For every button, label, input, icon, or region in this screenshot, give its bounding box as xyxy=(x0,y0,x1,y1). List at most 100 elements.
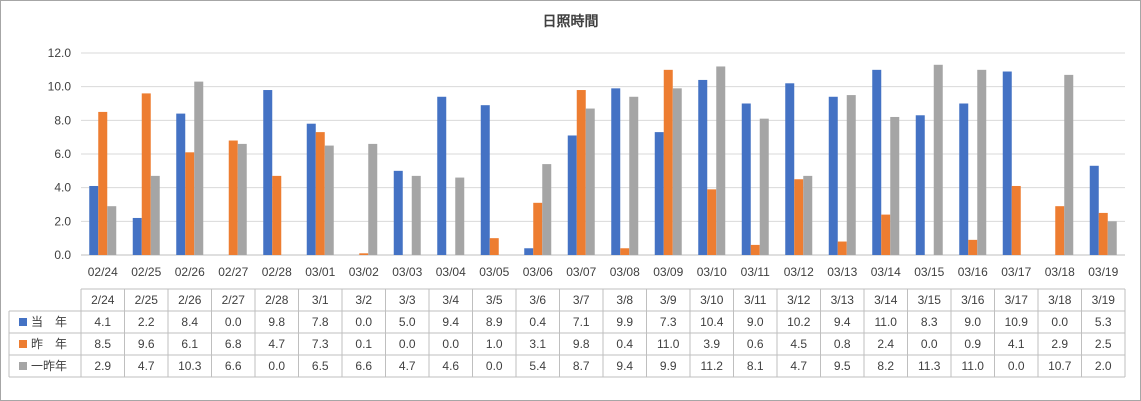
bar xyxy=(324,145,334,255)
y-tick-label: 10.0 xyxy=(48,80,72,94)
table-value-cell: 0.0 xyxy=(921,337,938,351)
bar xyxy=(393,170,403,255)
table-header-cell: 3/6 xyxy=(529,293,546,307)
bar xyxy=(567,135,577,255)
legend-key xyxy=(19,340,27,348)
bar xyxy=(107,206,117,255)
table-header-cell: 3/17 xyxy=(1005,293,1029,307)
table-value-cell: 11.2 xyxy=(701,359,724,373)
y-tick-label: 2.0 xyxy=(54,214,71,228)
bar xyxy=(663,69,673,255)
table-value-cell: 9.6 xyxy=(138,337,155,351)
bar xyxy=(1055,206,1065,255)
x-tick-label: 03/08 xyxy=(610,265,640,279)
bar xyxy=(533,202,543,255)
table-value-cell: 4.6 xyxy=(442,359,459,373)
table-value-cell: 6.1 xyxy=(181,337,198,351)
x-tick-label: 03/10 xyxy=(697,265,727,279)
table-header-cell: 3/2 xyxy=(355,293,372,307)
bar xyxy=(480,105,490,255)
bar xyxy=(411,175,421,255)
table-value-cell: 0.0 xyxy=(225,315,242,329)
table-header-cell: 3/5 xyxy=(486,293,503,307)
bar xyxy=(437,96,447,256)
table-value-cell: 0.0 xyxy=(399,337,416,351)
table-value-cell: 8.9 xyxy=(486,315,503,329)
bar xyxy=(846,95,856,255)
table-header-cell: 3/4 xyxy=(442,293,459,307)
table-value-cell: 0.9 xyxy=(964,337,981,351)
bar xyxy=(629,96,639,256)
table-value-cell: 4.7 xyxy=(399,359,416,373)
bar xyxy=(611,88,621,255)
x-tick-label: 03/04 xyxy=(436,265,466,279)
legend-label: 当 年 xyxy=(31,315,67,329)
x-tick-label: 02/26 xyxy=(175,265,205,279)
bar xyxy=(228,140,238,255)
table-header-cell: 3/7 xyxy=(573,293,590,307)
table-value-cell: 0.4 xyxy=(529,315,546,329)
x-tick-label: 03/18 xyxy=(1045,265,1075,279)
bar xyxy=(837,241,847,255)
table-header-cell: 2/25 xyxy=(135,293,159,307)
bar xyxy=(1107,221,1117,255)
table-header-cell: 3/1 xyxy=(312,293,329,307)
x-tick-label: 02/25 xyxy=(131,265,161,279)
table-header-cell: 2/28 xyxy=(265,293,289,307)
table-value-cell: 2.4 xyxy=(877,337,894,351)
x-tick-label: 03/19 xyxy=(1088,265,1118,279)
table-value-cell: 0.0 xyxy=(1051,315,1068,329)
bar xyxy=(785,83,795,255)
table-value-cell: 2.0 xyxy=(1095,359,1112,373)
table-value-cell: 2.5 xyxy=(1095,337,1112,351)
table-header-cell: 2/27 xyxy=(222,293,246,307)
bar xyxy=(707,189,717,255)
table-value-cell: 9.4 xyxy=(616,359,633,373)
legend-key xyxy=(19,362,27,370)
table-value-cell: 10.4 xyxy=(700,315,724,329)
bar xyxy=(1064,74,1074,255)
table-value-cell: 8.2 xyxy=(877,359,894,373)
table-header-cell: 3/14 xyxy=(874,293,898,307)
table-value-cell: 5.4 xyxy=(529,359,546,373)
table-value-cell: 6.8 xyxy=(225,337,242,351)
table-value-cell: 9.5 xyxy=(834,359,851,373)
table-value-cell: 0.0 xyxy=(442,337,459,351)
table-value-cell: 4.5 xyxy=(790,337,807,351)
y-tick-label: 12.0 xyxy=(48,46,72,60)
bar xyxy=(794,179,804,255)
table-value-cell: 0.0 xyxy=(486,359,503,373)
table-value-cell: 4.1 xyxy=(94,315,111,329)
bar xyxy=(759,118,769,256)
bar xyxy=(881,214,891,255)
table-value-cell: 6.5 xyxy=(312,359,329,373)
table-value-cell: 4.7 xyxy=(138,359,155,373)
bar xyxy=(141,93,151,256)
table-value-cell: 8.4 xyxy=(181,315,198,329)
table-value-cell: 7.8 xyxy=(312,315,329,329)
bar xyxy=(1089,165,1099,255)
x-tick-label: 03/02 xyxy=(349,265,379,279)
table-value-cell: 11.0 xyxy=(875,315,898,329)
table-header-cell: 3/11 xyxy=(744,293,767,307)
bar xyxy=(368,143,378,255)
table-value-cell: 8.1 xyxy=(747,359,764,373)
bar xyxy=(890,116,900,255)
table-value-cell: 8.5 xyxy=(94,337,111,351)
bar xyxy=(585,108,595,255)
bar xyxy=(968,239,978,255)
table-value-cell: 1.0 xyxy=(486,337,503,351)
bar xyxy=(977,69,987,255)
x-tick-label: 03/11 xyxy=(741,265,770,279)
bar xyxy=(194,81,204,255)
bar xyxy=(455,177,465,255)
table-value-cell: 6.6 xyxy=(355,359,372,373)
table-value-cell: 10.7 xyxy=(1048,359,1072,373)
table-value-cell: 10.2 xyxy=(787,315,811,329)
bar xyxy=(828,96,838,256)
table-value-cell: 7.1 xyxy=(573,315,590,329)
bar xyxy=(185,152,195,255)
table-value-cell: 8.3 xyxy=(921,315,938,329)
